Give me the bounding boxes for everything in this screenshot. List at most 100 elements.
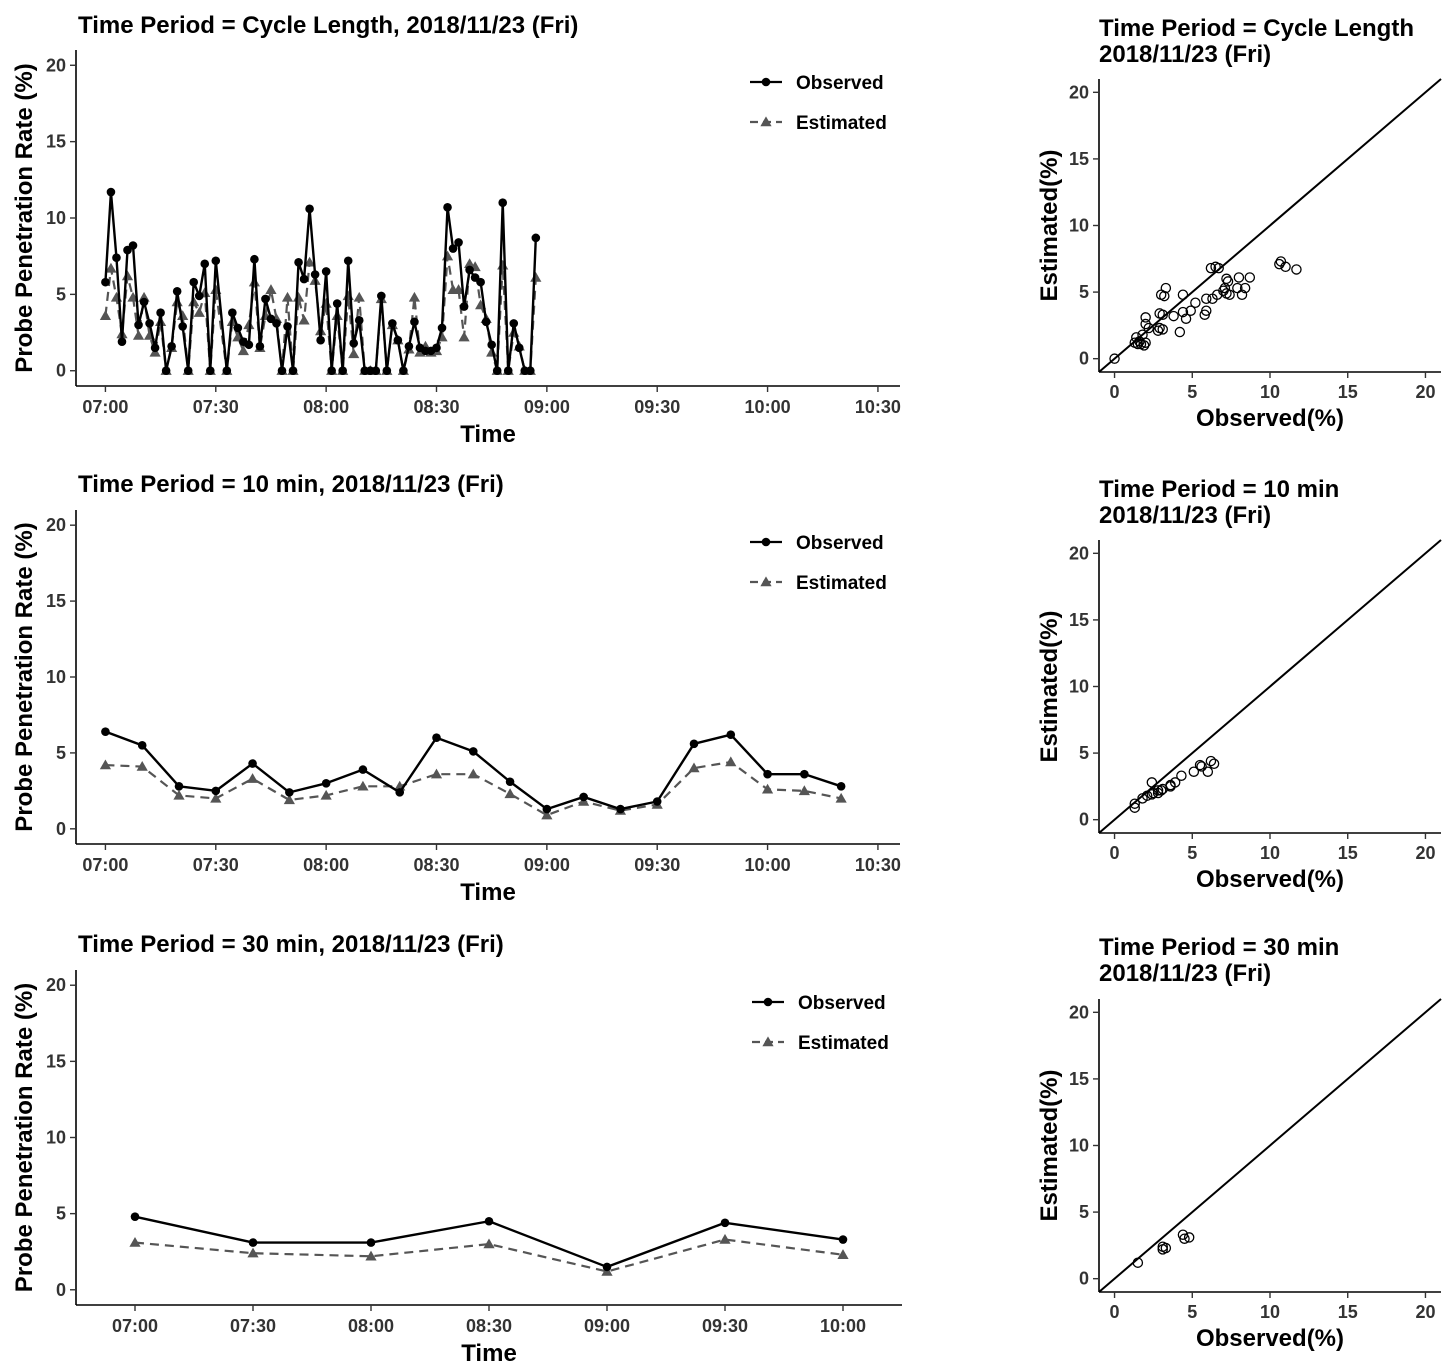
observed-point (248, 759, 257, 768)
scatter-point (1132, 1257, 1144, 1268)
scatter-point (1213, 262, 1224, 274)
observed-point (294, 257, 303, 267)
panel-title: Time Period = 30 min, 2018/11/23 (Fri) (78, 931, 504, 958)
observed-point (285, 788, 294, 797)
x-tick-label: 08:00 (348, 1316, 394, 1336)
scatter-point (1205, 755, 1217, 767)
observed-point (283, 322, 292, 331)
estimated-point (408, 291, 421, 302)
x-tick-label: 08:00 (303, 397, 349, 417)
observed-point (156, 308, 165, 317)
observed-point (277, 366, 287, 376)
observed-point (349, 338, 359, 348)
estimated-point (835, 792, 847, 803)
y-tick-label: 5 (56, 284, 66, 304)
scatter-point (1201, 305, 1212, 316)
observed-point (432, 343, 441, 353)
observed-point (211, 256, 221, 266)
observed-point (459, 302, 469, 311)
estimated-point (193, 307, 205, 317)
estimated-point (530, 271, 542, 282)
observed-point (310, 270, 320, 279)
x-tick-label: 5 (1187, 382, 1197, 402)
observed-point (399, 366, 408, 376)
scatter-point (1129, 802, 1141, 813)
x-tick-label: 08:30 (466, 1316, 512, 1336)
scatter-point (1183, 1232, 1195, 1243)
scatter-point (1177, 289, 1189, 301)
x-tick-label: 10:00 (820, 1316, 866, 1336)
observed-point (354, 316, 364, 325)
scatter-point (1152, 325, 1164, 336)
y-tick-label: 10 (1069, 677, 1089, 697)
x-axis-title: Observed(%) (1196, 1325, 1344, 1352)
observed-point (484, 1216, 494, 1226)
observed-point (602, 1262, 612, 1272)
observed-point (174, 782, 184, 791)
observed-point (250, 254, 259, 264)
estimated-point (105, 262, 117, 273)
x-tick-label: 15 (1338, 382, 1358, 402)
scatter-point (1202, 766, 1214, 777)
panel-title: Time Period = Cycle Length, 2018/11/23 (… (78, 12, 578, 39)
scatter-point (1224, 289, 1235, 301)
observed-point (248, 1238, 258, 1247)
legend-label: Observed (798, 993, 886, 1014)
estimated-point (99, 310, 112, 320)
observed-point (139, 297, 149, 307)
estimated-point (129, 1236, 141, 1247)
observed-point (244, 340, 254, 350)
observed-point (465, 265, 474, 275)
x-tick-label: 0 (1110, 1302, 1120, 1322)
observed-point (492, 366, 502, 376)
observed-point (117, 337, 127, 347)
estimated-point (246, 773, 259, 783)
scatter-point (1222, 276, 1234, 287)
x-tick-label: 09:30 (634, 397, 680, 417)
x-axis-title: Observed(%) (1196, 866, 1344, 893)
scatter-point (1132, 338, 1144, 350)
scatter-point (1179, 1233, 1190, 1244)
estimated-point (761, 783, 774, 794)
observed-point (101, 727, 110, 736)
x-tick-label: 10:00 (745, 855, 791, 875)
observed-point (526, 366, 535, 376)
estimated-point (688, 762, 700, 773)
observed-point (338, 366, 347, 376)
observed-point (228, 308, 237, 317)
x-tick-label: 15 (1338, 1302, 1358, 1322)
scatter-point (1140, 312, 1151, 323)
y-tick-label: 15 (46, 132, 66, 152)
observed-point (130, 1212, 140, 1221)
x-axis-title: Time (461, 1340, 517, 1367)
x-tick-label: 5 (1187, 843, 1197, 863)
observed-point (200, 259, 210, 269)
y-tick-label: 0 (56, 361, 66, 381)
estimated-point (303, 256, 316, 267)
observed-point (531, 233, 541, 243)
observed-point (178, 322, 187, 331)
estimated-point (136, 760, 148, 771)
observed-point (800, 769, 809, 779)
x-tick-label: 08:30 (413, 855, 459, 875)
estimated-point (365, 1250, 377, 1261)
y-tick-label: 20 (1069, 1002, 1089, 1022)
legend-circle-icon (763, 997, 773, 1007)
estimated-point (177, 310, 189, 320)
time-series-panel-1: Time Period = Cycle Length, 2018/11/23 (… (11, 12, 901, 448)
legend-triangle-icon (760, 576, 772, 587)
scatter-point (1129, 798, 1141, 809)
panel-title: Time Period = Cycle Length (1099, 15, 1414, 42)
scatter-point (1140, 337, 1151, 348)
y-tick-label: 0 (1079, 349, 1089, 369)
y-tick-label: 10 (1069, 216, 1089, 236)
observed-point (288, 366, 298, 376)
x-tick-label: 08:30 (413, 397, 459, 417)
estimated-point (497, 259, 509, 270)
estimated-point (467, 768, 479, 779)
observed-point (505, 777, 515, 787)
observed-point (316, 335, 325, 345)
observed-point (194, 291, 204, 301)
